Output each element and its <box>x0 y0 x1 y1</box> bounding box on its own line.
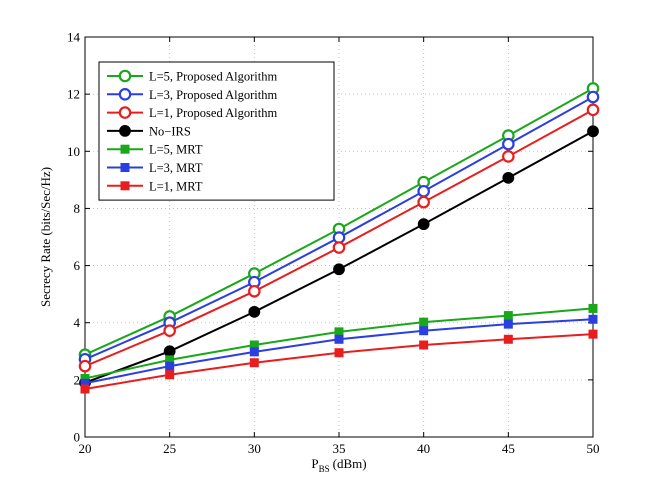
data-point <box>165 370 175 380</box>
series-lines <box>78 82 600 394</box>
data-point <box>248 305 261 318</box>
x-tick-label: 45 <box>502 441 515 456</box>
data-point <box>586 103 600 117</box>
data-point <box>334 348 344 358</box>
data-point <box>588 303 598 313</box>
data-point <box>248 284 261 298</box>
legend-swatch-marker <box>120 181 130 191</box>
data-point <box>332 231 346 244</box>
data-point <box>333 263 345 276</box>
data-point <box>503 311 513 321</box>
y-tick-label: 6 <box>74 258 81 273</box>
data-point <box>587 125 599 138</box>
legend-label: L=1, Proposed Algorithm <box>149 106 278 120</box>
data-point <box>249 347 259 357</box>
x-axis-label-unit: (dBm) <box>333 456 367 471</box>
series-3 <box>78 103 600 373</box>
y-tick-label: 0 <box>74 430 81 445</box>
series-7 <box>80 329 598 394</box>
data-point <box>80 384 90 394</box>
data-point <box>334 327 344 337</box>
legend-item: No−IRS <box>107 124 191 138</box>
data-point <box>163 345 176 358</box>
data-point <box>502 137 515 151</box>
data-point <box>588 314 598 324</box>
x-axis-label: PBS (dBm) <box>311 456 366 474</box>
data-point <box>417 184 430 198</box>
legend-item: L=5, Proposed Algorithm <box>107 70 278 84</box>
legend-swatch-marker <box>120 144 130 154</box>
legend-label: L=5, Proposed Algorithm <box>149 70 278 84</box>
x-axis-label-subscript: BS <box>319 464 330 474</box>
legend-item: L=5, MRT <box>107 143 203 157</box>
data-point <box>502 171 515 184</box>
data-point <box>419 326 429 336</box>
y-tick-label: 8 <box>74 201 81 216</box>
y-tick-label: 12 <box>67 87 80 102</box>
x-tick-label: 40 <box>417 441 430 456</box>
x-tick-label: 35 <box>333 441 346 456</box>
legend-label: L=1, MRT <box>149 179 203 193</box>
legend-label: No−IRS <box>149 124 191 138</box>
legend-swatch-marker <box>118 106 132 119</box>
axis-ticks: 20 25 30 35 40 45 50 0 2 4 6 8 10 12 14 <box>67 30 600 457</box>
legend-label: L=5, MRT <box>149 143 203 157</box>
data-point <box>417 218 430 231</box>
x-axis-label-main: P <box>311 456 318 471</box>
data-point <box>417 195 430 209</box>
y-tick-label: 10 <box>67 144 80 159</box>
x-tick-label: 25 <box>163 441 176 456</box>
legend-swatch-marker <box>120 163 130 172</box>
data-point <box>586 90 600 104</box>
legend-item: L=3, Proposed Algorithm <box>107 88 278 102</box>
series-6 <box>80 314 598 388</box>
y-axis-label: Secrecy Rate (bits/Sec/Hz) <box>38 167 53 307</box>
legend-swatch-marker <box>118 69 132 83</box>
data-point <box>78 359 92 373</box>
data-point <box>334 334 344 344</box>
data-point <box>332 241 346 254</box>
x-tick-label: 50 <box>587 441 600 456</box>
data-point <box>419 317 429 327</box>
legend-item: L=3, MRT <box>107 161 203 175</box>
data-point <box>503 334 513 344</box>
data-point <box>503 319 513 329</box>
legend-label: L=3, MRT <box>149 161 203 175</box>
data-point <box>419 340 429 350</box>
x-tick-label: 20 <box>79 441 92 456</box>
legend: L=5, Proposed Algorithm L=3, Proposed Alg… <box>98 61 335 201</box>
y-tick-label: 14 <box>67 30 81 45</box>
data-point <box>163 324 176 338</box>
legend-label: L=3, Proposed Algorithm <box>149 88 278 102</box>
legend-swatch-marker <box>118 88 132 101</box>
series-5 <box>80 303 598 383</box>
data-point <box>165 361 175 371</box>
data-point <box>249 358 259 368</box>
legend-swatch-marker <box>119 124 131 137</box>
series-2 <box>78 90 600 366</box>
legend-item: L=1, Proposed Algorithm <box>107 106 278 120</box>
legend-item: L=1, MRT <box>107 179 203 193</box>
y-tick-label: 2 <box>74 372 81 387</box>
data-point <box>502 150 515 163</box>
y-tick-label: 4 <box>74 315 81 330</box>
data-point <box>588 329 598 339</box>
x-tick-label: 30 <box>248 441 261 456</box>
